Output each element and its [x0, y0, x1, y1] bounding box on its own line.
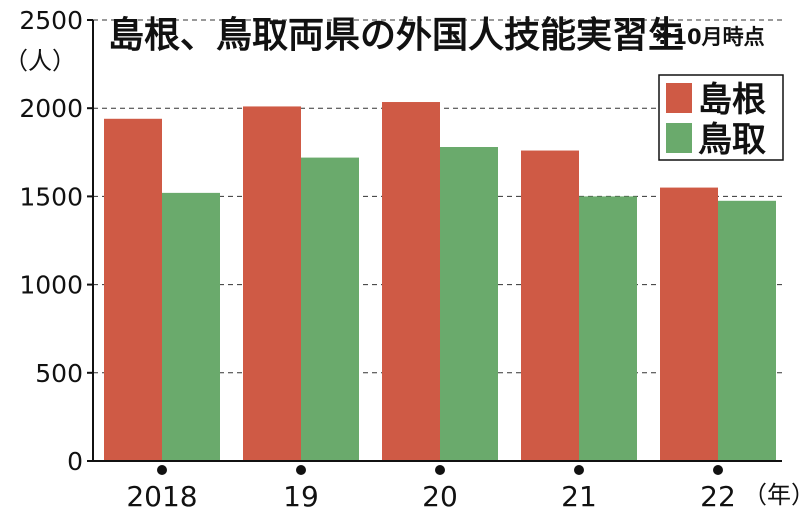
- y-tick-label: 1500: [19, 182, 83, 211]
- x-tick-dot: [157, 465, 167, 475]
- bar-tottori-22: [718, 200, 776, 461]
- y-tick-labels: 0 500 1000 1500 2000 2500: [19, 6, 83, 476]
- x-tick-label: 22: [700, 480, 736, 513]
- y-axis-unit-label: （人）: [4, 47, 76, 75]
- legend-label-tottori: 鳥取: [698, 120, 766, 160]
- axes: [92, 20, 782, 462]
- x-tick-dot: [296, 465, 306, 475]
- chart-title: 島根、鳥取両県の外国人技能実習生: [108, 15, 684, 56]
- x-tick-labels: 2018 19 20 21 22: [126, 465, 736, 513]
- bar-shimane-20: [382, 102, 440, 461]
- legend-label-shimane: 島根: [698, 80, 766, 120]
- y-tick-label: 500: [35, 359, 83, 388]
- x-tick-dot: [713, 465, 723, 475]
- bar-shimane-2018: [104, 118, 162, 461]
- x-axis-unit-label: （年）: [743, 481, 800, 509]
- y-tick-label: 2500: [19, 6, 83, 35]
- x-tick-label: 21: [561, 480, 597, 513]
- bar-tottori-21: [579, 196, 637, 461]
- x-tick-dot: [574, 465, 584, 475]
- chart-note: ※10月時点: [652, 25, 765, 49]
- bar-tottori-2018: [162, 192, 220, 461]
- bar-tottori-20: [440, 147, 498, 461]
- bar-shimane-22: [660, 187, 718, 461]
- x-tick-label: 2018: [126, 480, 197, 513]
- bars: [104, 102, 776, 462]
- x-tick-label: 19: [283, 480, 319, 513]
- y-tick-label: 0: [67, 447, 83, 476]
- legend: 島根 鳥取: [658, 74, 784, 161]
- x-tick-dot: [435, 465, 445, 475]
- legend-swatch-shimane: [666, 83, 692, 113]
- bar-shimane-21: [521, 150, 579, 461]
- y-tick-label: 2000: [19, 94, 83, 123]
- x-tick-label: 20: [422, 480, 458, 513]
- legend-swatch-tottori: [666, 123, 692, 153]
- bar-shimane-19: [243, 106, 301, 461]
- bar-tottori-19: [301, 157, 359, 462]
- y-tick-label: 1000: [19, 271, 83, 300]
